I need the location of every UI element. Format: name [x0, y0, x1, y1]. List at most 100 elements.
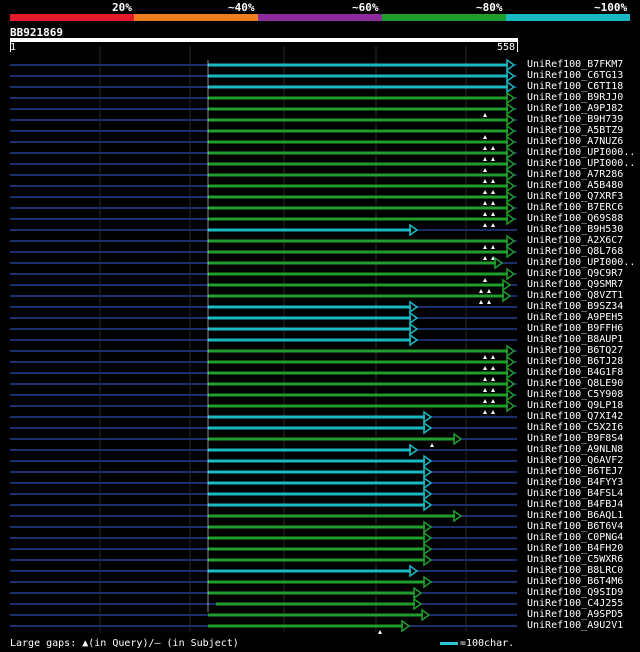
hit-arrow — [506, 212, 516, 226]
hit-label[interactable]: UniRef100_Q7XI42 — [527, 411, 624, 422]
hit-label[interactable]: UniRef100_A2X6C7 — [527, 235, 624, 246]
hit-label[interactable]: UniRef100_Q7XRF3 — [527, 191, 624, 202]
hit-label[interactable]: UniRef100_B4FYY3 — [527, 477, 624, 488]
query-bar — [10, 38, 518, 42]
hit-arrow — [423, 465, 433, 479]
hit-arrow — [423, 520, 433, 534]
hit-label[interactable]: UniRef100_A5B480 — [527, 180, 624, 191]
hit-label[interactable]: UniRef100_B9RJJ0 — [527, 92, 624, 103]
hit-label[interactable]: UniRef100_B9FFH6 — [527, 323, 624, 334]
hit-label[interactable]: UniRef100_UPI000.. — [527, 158, 636, 169]
query-gap-marker — [483, 135, 487, 139]
hit-label[interactable]: UniRef100_B4FSL4 — [527, 488, 624, 499]
hit-label[interactable]: UniRef100_B8LRC0 — [527, 565, 624, 576]
hit-label[interactable]: UniRef100_Q8VZT1 — [527, 290, 624, 301]
query-gap-marker — [491, 410, 495, 414]
hit-label[interactable]: UniRef100_Q9C9R7 — [527, 268, 624, 279]
query-gap-marker — [491, 256, 495, 260]
hit-label[interactable]: UniRef100_C5Y908 — [527, 389, 624, 400]
hit-label[interactable]: UniRef100_B4FBJ4 — [527, 499, 624, 510]
hit-arrow — [413, 597, 423, 611]
hit-label[interactable]: UniRef100_A9U2V1 — [527, 620, 624, 631]
hit-label[interactable]: UniRef100_Q6AVF2 — [527, 455, 624, 466]
hit-label[interactable]: UniRef100_A9PEH5 — [527, 312, 624, 323]
hit-arrow — [401, 619, 411, 633]
hit-label[interactable]: UniRef100_B4FH20 — [527, 543, 624, 554]
hit-label[interactable]: UniRef100_B7FKM7 — [527, 59, 624, 70]
scale-label-20: 20% — [112, 1, 132, 14]
query-gap-marker — [491, 366, 495, 370]
query-gap-marker — [491, 245, 495, 249]
query-gap-marker — [483, 212, 487, 216]
hit-arrow — [506, 113, 516, 127]
query-gap-marker — [487, 289, 491, 293]
hit-label[interactable]: UniRef100_A9SPD5 — [527, 609, 624, 620]
hit-label[interactable]: UniRef100_B6TJ28 — [527, 356, 624, 367]
hit-label[interactable]: UniRef100_A7NUZ6 — [527, 136, 624, 147]
hit-label[interactable]: UniRef100_B8AUP1 — [527, 334, 624, 345]
hit-label[interactable]: UniRef100_B6T6V4 — [527, 521, 624, 532]
hit-label[interactable]: UniRef100_C0PNG4 — [527, 532, 624, 543]
scale-label-80: ~80% — [476, 1, 503, 14]
hit-arrow — [506, 201, 516, 215]
query-gap-marker — [483, 157, 487, 161]
hit-label[interactable]: UniRef100_C6TG13 — [527, 70, 624, 81]
hit-label[interactable]: UniRef100_C6TI18 — [527, 81, 624, 92]
query-gap-marker — [483, 399, 487, 403]
query-gap-marker — [483, 355, 487, 359]
hit-arrow — [423, 454, 433, 468]
hit-label[interactable]: UniRef100_B9H739 — [527, 114, 624, 125]
scale-segment-60 — [258, 14, 382, 21]
hit-label[interactable]: UniRef100_A7R286 — [527, 169, 624, 180]
hit-arrow — [506, 124, 516, 138]
query-gap-marker — [491, 377, 495, 381]
hit-arrow — [413, 586, 423, 600]
query-gap-marker — [483, 410, 487, 414]
query-gap-marker — [491, 388, 495, 392]
hit-arrow — [506, 80, 516, 94]
hit-label[interactable]: UniRef100_B6TEJ7 — [527, 466, 624, 477]
query-gap-marker — [491, 399, 495, 403]
hit-label[interactable]: UniRef100_Q9LP18 — [527, 400, 624, 411]
hit-label[interactable]: UniRef100_A9PJ82 — [527, 103, 624, 114]
hit-label[interactable]: UniRef100_A9NLN8 — [527, 444, 624, 455]
query-gap-marker — [491, 146, 495, 150]
hit-arrow — [506, 388, 516, 402]
query-gap-marker — [483, 201, 487, 205]
hit-label[interactable]: UniRef100_C5X2I6 — [527, 422, 624, 433]
hit-arrow — [506, 91, 516, 105]
query-start: 1 — [10, 42, 17, 53]
scale-label-60: ~60% — [352, 1, 379, 14]
hit-label[interactable]: UniRef100_Q8L768 — [527, 246, 624, 257]
hit-label[interactable]: UniRef100_Q9SMR7 — [527, 279, 624, 290]
hit-label[interactable]: UniRef100_B4G1F8 — [527, 367, 624, 378]
hit-label[interactable]: UniRef100_A5BTZ9 — [527, 125, 624, 136]
hit-arrow — [506, 69, 516, 83]
query-gap-marker — [483, 278, 487, 282]
query-gap-marker — [479, 300, 483, 304]
hit-label[interactable]: UniRef100_B6AQL1 — [527, 510, 624, 521]
hit-label[interactable]: UniRef100_B6TQ27 — [527, 345, 624, 356]
query-gap-marker — [483, 377, 487, 381]
query-gap-marker — [430, 443, 434, 447]
hit-label[interactable]: UniRef100_B9H530 — [527, 224, 624, 235]
hit-label[interactable]: UniRef100_B9SZ34 — [527, 301, 624, 312]
hit-label[interactable]: UniRef100_Q8LE90 — [527, 378, 624, 389]
hit-arrow — [409, 443, 419, 457]
hit-label[interactable]: UniRef100_UPI000.. — [527, 257, 636, 268]
hit-label[interactable]: UniRef100_Q9SID9 — [527, 587, 624, 598]
hit-label[interactable]: UniRef100_B9F8S4 — [527, 433, 624, 444]
query-gap-marker — [483, 223, 487, 227]
hit-arrow — [506, 344, 516, 358]
hit-arrow — [506, 102, 516, 116]
hit-label[interactable]: UniRef100_B6T4M6 — [527, 576, 624, 587]
hit-label[interactable]: UniRef100_B7ERC6 — [527, 202, 624, 213]
hit-arrow — [506, 146, 516, 160]
hit-arrow — [423, 421, 433, 435]
hit-label[interactable]: UniRef100_C5WXR6 — [527, 554, 624, 565]
hit-label[interactable]: UniRef100_UPI000.. — [527, 147, 636, 158]
hit-label[interactable]: UniRef100_Q69S88 — [527, 213, 624, 224]
hit-arrow — [502, 278, 512, 292]
query-gap-marker — [483, 179, 487, 183]
hit-label[interactable]: UniRef100_C4J255 — [527, 598, 624, 609]
